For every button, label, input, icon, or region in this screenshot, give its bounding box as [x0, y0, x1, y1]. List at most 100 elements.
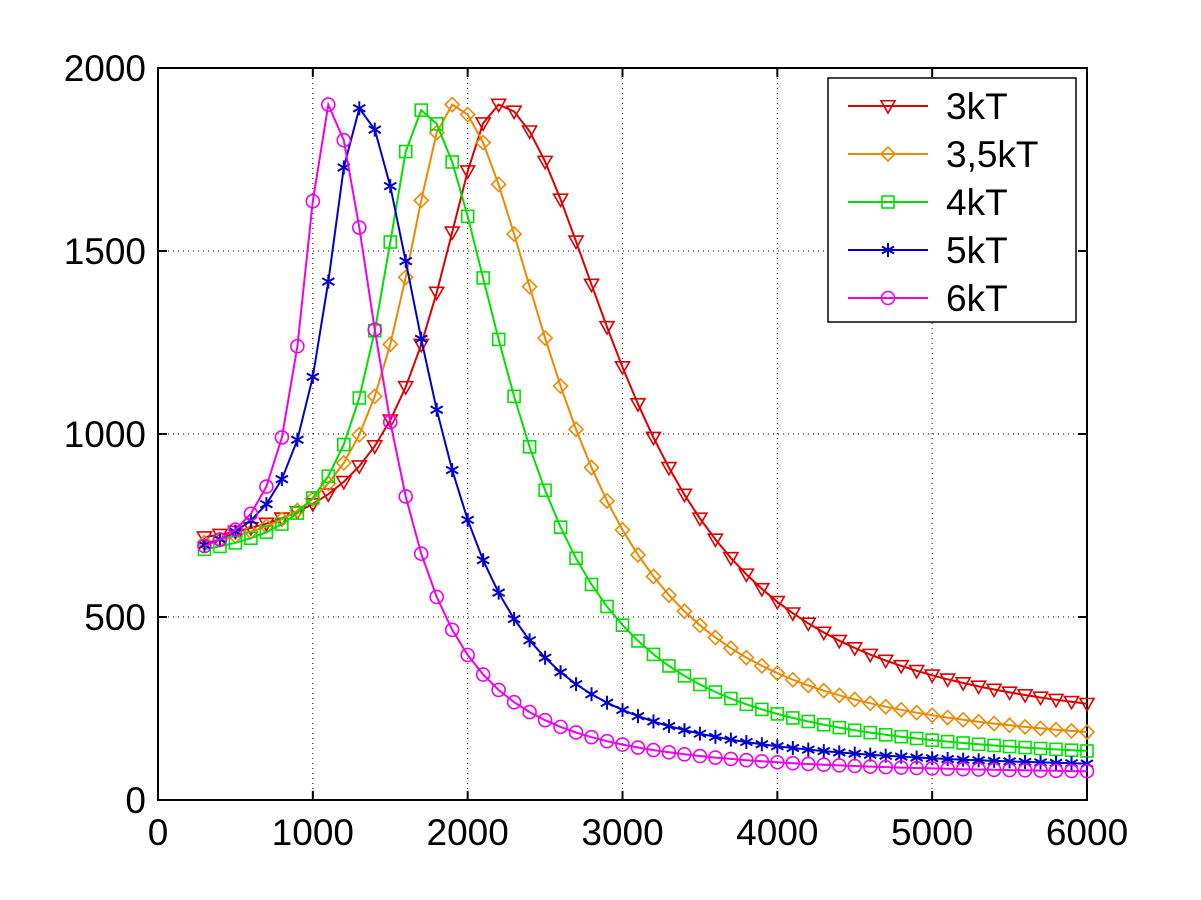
data-point-marker — [893, 701, 910, 718]
data-point-marker — [908, 664, 926, 680]
asterisk-stroke — [337, 163, 351, 172]
data-point-marker — [583, 278, 600, 294]
data-point-marker — [476, 553, 490, 568]
data-point-marker — [554, 665, 568, 680]
y-tick-label: 0 — [125, 780, 146, 821]
data-point-marker — [507, 389, 521, 404]
y-tick-label: 1500 — [64, 231, 146, 272]
data-point-marker — [939, 709, 956, 726]
data-point-marker — [552, 193, 569, 209]
x-tick-label: 0 — [148, 812, 169, 853]
data-point-marker — [862, 759, 878, 774]
data-point-marker — [1001, 717, 1018, 734]
data-point-marker — [801, 714, 816, 729]
data-point-marker — [1079, 763, 1095, 779]
data-point-marker — [290, 338, 305, 354]
data-point-marker — [336, 437, 351, 452]
data-point-marker — [1047, 721, 1065, 738]
data-point-marker — [831, 687, 848, 704]
data-point-marker — [552, 377, 569, 395]
data-point-marker — [444, 96, 461, 113]
data-point-marker — [1078, 697, 1096, 713]
series-line — [204, 108, 1088, 752]
data-point-marker — [881, 243, 895, 257]
data-point-marker — [523, 633, 537, 648]
data-point-marker — [567, 421, 585, 438]
data-point-marker — [646, 647, 661, 662]
data-point-marker — [816, 757, 832, 773]
data-point-marker — [629, 398, 647, 413]
data-point-marker — [955, 761, 971, 777]
data-point-marker — [505, 105, 523, 121]
data-point-marker — [475, 667, 491, 682]
data-point-marker — [584, 729, 599, 745]
x-tick-label: 1000 — [272, 812, 354, 853]
data-point-marker — [258, 518, 275, 535]
data-point-marker — [691, 512, 709, 527]
data-point-marker — [615, 737, 630, 752]
data-point-marker — [877, 698, 894, 715]
asterisk-stroke — [879, 751, 893, 761]
asterisk-stroke — [399, 256, 413, 266]
data-point-marker — [368, 122, 382, 137]
data-point-marker — [737, 568, 755, 583]
legend-label: 5kT — [946, 230, 1008, 271]
asterisk-stroke — [507, 614, 521, 624]
data-point-marker — [768, 595, 786, 611]
data-point-marker — [956, 736, 970, 750]
data-point-marker — [521, 278, 538, 295]
x-tick-label: 6000 — [1046, 812, 1128, 853]
data-point-marker — [568, 725, 584, 740]
data-point-marker — [925, 751, 939, 766]
data-point-marker — [987, 753, 1001, 768]
asterisk-stroke — [724, 735, 738, 744]
data-point-marker — [878, 759, 894, 775]
asterisk-stroke — [461, 515, 475, 525]
asterisk-stroke — [321, 277, 335, 287]
data-point-marker — [244, 531, 258, 546]
data-point-marker — [924, 707, 941, 724]
data-point-marker — [522, 440, 537, 454]
data-point-marker — [259, 479, 274, 494]
legend-entry: 3kT — [848, 86, 1008, 127]
data-point-marker — [1078, 723, 1096, 741]
data-point-marker — [351, 426, 368, 443]
data-point-marker — [584, 577, 599, 592]
asterisk-stroke — [476, 555, 490, 565]
asterisk-stroke — [863, 750, 877, 760]
data-point-marker — [676, 488, 693, 504]
asterisk-stroke — [894, 752, 908, 762]
data-point-marker — [505, 225, 523, 243]
data-point-marker — [770, 739, 784, 754]
series-line — [204, 103, 1088, 734]
series-line — [204, 103, 1088, 705]
data-point-marker — [304, 490, 321, 508]
data-point-marker — [831, 758, 847, 773]
data-point-marker — [1017, 763, 1033, 778]
data-point-marker — [506, 694, 522, 710]
data-point-marker — [429, 117, 444, 131]
data-point-marker — [521, 125, 538, 140]
data-point-marker — [925, 733, 939, 747]
asterisk-stroke — [708, 732, 722, 742]
data-point-marker — [1018, 754, 1032, 769]
legend-box — [827, 77, 1077, 323]
data-point-marker — [398, 489, 414, 504]
data-point-marker — [830, 634, 848, 650]
data-point-marker — [614, 361, 631, 376]
asterisk-stroke — [352, 103, 366, 113]
data-point-marker — [1032, 691, 1049, 707]
data-point-marker — [972, 753, 986, 768]
series-3kt — [196, 98, 1096, 713]
data-point-marker — [755, 737, 769, 752]
data-point-marker — [335, 454, 352, 472]
data-point-marker — [429, 589, 445, 605]
data-point-marker — [321, 97, 336, 112]
data-point-marker — [862, 695, 879, 712]
data-point-marker — [985, 683, 1003, 699]
y-tick-label: 2000 — [64, 48, 146, 89]
asterisk-stroke — [941, 754, 955, 764]
data-point-marker — [305, 193, 321, 209]
data-point-marker — [847, 758, 863, 774]
data-point-marker — [723, 751, 739, 767]
